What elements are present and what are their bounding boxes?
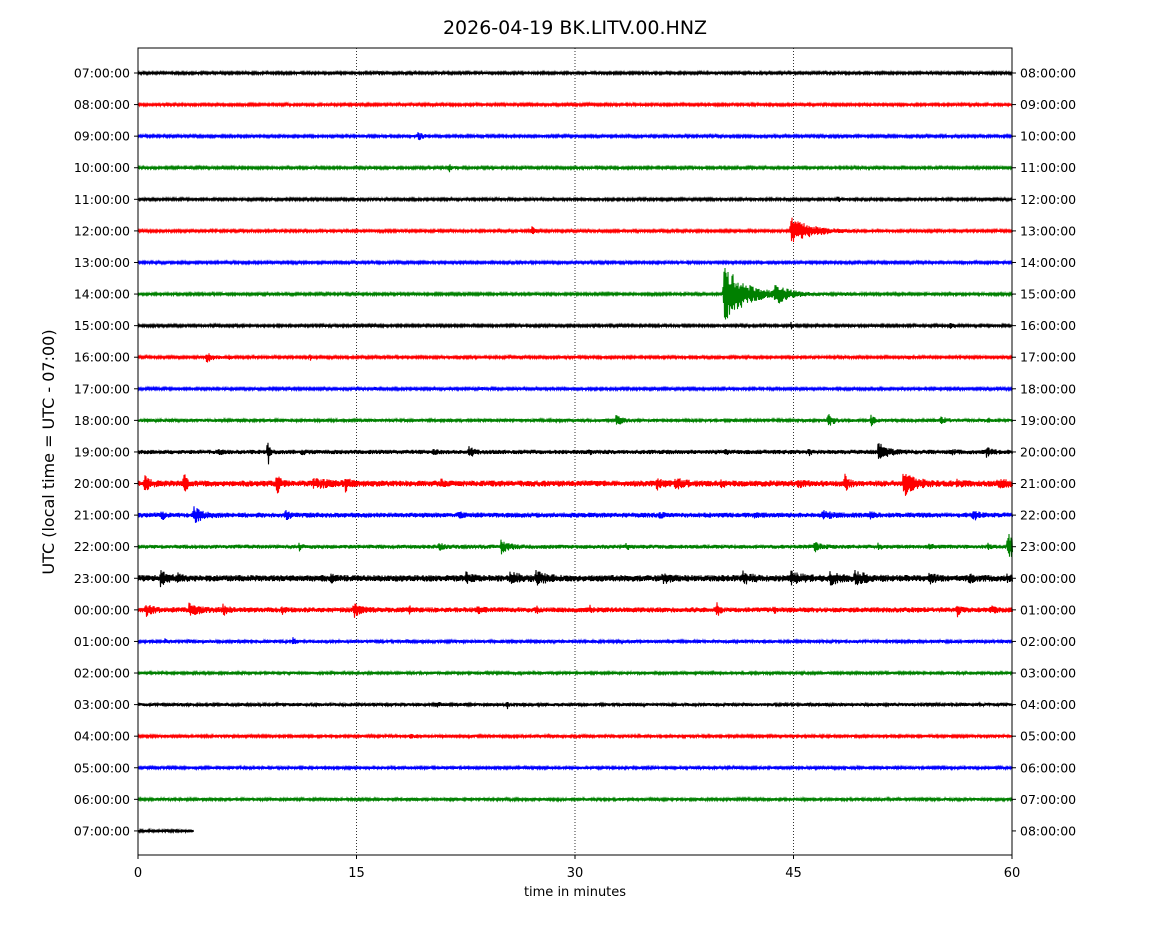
right-time-label: 17:00:00 [1020, 350, 1076, 365]
trace-row-19 [137, 637, 1014, 645]
right-time-label: 00:00:00 [1020, 571, 1076, 586]
y-axis-label: UTC (local time = UTC - 07:00) [39, 329, 58, 574]
trace-row-3 [137, 132, 1014, 141]
left-time-label: 18:00:00 [74, 413, 130, 428]
left-time-label: 21:00:00 [74, 508, 130, 523]
right-time-label: 18:00:00 [1020, 381, 1076, 396]
right-time-label: 23:00:00 [1020, 539, 1076, 554]
trace-row-24 [137, 795, 1014, 803]
right-time-label: 08:00:00 [1020, 66, 1076, 81]
left-time-label: 02:00:00 [74, 666, 130, 681]
left-time-label: 17:00:00 [74, 381, 130, 396]
left-time-label: 06:00:00 [74, 792, 130, 807]
right-time-label: 16:00:00 [1020, 318, 1076, 333]
right-time-label: 04:00:00 [1020, 697, 1076, 712]
x-tick-label: 30 [567, 866, 584, 881]
trace-row-20 [137, 669, 1014, 677]
right-time-label: 05:00:00 [1020, 729, 1076, 744]
trace-row-22 [137, 732, 1014, 740]
right-time-label: 11:00:00 [1020, 160, 1076, 175]
trace-row-23 [137, 764, 1014, 772]
left-time-label: 14:00:00 [74, 287, 130, 302]
x-axis-label: time in minutes [524, 885, 626, 900]
trace-row-17 [137, 569, 1014, 588]
right-time-label: 20:00:00 [1020, 444, 1076, 459]
x-tick-label: 60 [1004, 866, 1021, 881]
right-time-label: 09:00:00 [1020, 97, 1076, 112]
plot-frame [137, 47, 1013, 856]
x-tick-label: 15 [348, 866, 365, 881]
right-time-label: 07:00:00 [1020, 792, 1076, 807]
trace-row-21 [137, 701, 1014, 710]
trace-row-5 [137, 195, 1013, 203]
left-time-label: 03:00:00 [74, 697, 130, 712]
left-time-label: 22:00:00 [74, 539, 130, 554]
x-tick-label: 0 [134, 866, 142, 881]
trace-row-16 [137, 533, 1014, 557]
left-time-label: 16:00:00 [74, 350, 130, 365]
right-time-label: 03:00:00 [1020, 666, 1076, 681]
left-time-labels: 07:00:00 08:00:00 09:00:00 10:00:00 11:00:00… [74, 66, 138, 838]
trace-row-13 [137, 442, 1014, 465]
chart-title: 2026-04-19 BK.LITV.00.HNZ [443, 17, 707, 39]
trace-row-2 [137, 101, 1013, 108]
seismogram-traces [137, 69, 1014, 835]
left-time-label: 23:00:00 [74, 571, 130, 586]
trace-row-18 [137, 602, 1014, 618]
left-time-label: 07:00:00 [74, 66, 130, 81]
left-time-label: 10:00:00 [74, 160, 130, 175]
left-time-label: 19:00:00 [74, 444, 130, 459]
right-time-label: 15:00:00 [1020, 287, 1076, 302]
right-time-label: 06:00:00 [1020, 760, 1076, 775]
vertical-gridlines [356, 48, 794, 855]
trace-row-6 [137, 217, 1014, 243]
trace-row-25 [137, 827, 195, 835]
right-time-label: 08:00:00 [1020, 823, 1076, 838]
right-time-label: 12:00:00 [1020, 192, 1076, 207]
trace-row-10 [137, 353, 1014, 363]
left-time-label: 20:00:00 [74, 476, 130, 491]
right-time-label: 21:00:00 [1020, 476, 1076, 491]
trace-row-12 [137, 414, 1014, 427]
left-time-label: 08:00:00 [74, 97, 130, 112]
left-time-label: 12:00:00 [74, 223, 130, 238]
left-time-label: 09:00:00 [74, 129, 130, 144]
right-time-label: 02:00:00 [1020, 634, 1076, 649]
trace-row-1 [137, 69, 1014, 77]
right-time-label: 10:00:00 [1020, 129, 1076, 144]
x-axis-ticks: 0 15 30 45 60 [134, 855, 1020, 881]
trace-row-11 [137, 385, 1014, 393]
left-time-label: 00:00:00 [74, 602, 130, 617]
right-time-label: 22:00:00 [1020, 508, 1076, 523]
right-time-label: 13:00:00 [1020, 223, 1076, 238]
left-time-label: 04:00:00 [74, 729, 130, 744]
trace-row-8 [137, 267, 1014, 320]
trace-row-7 [137, 259, 1014, 266]
right-time-label: 19:00:00 [1020, 413, 1076, 428]
trace-row-14 [137, 473, 1014, 496]
trace-row-9 [137, 321, 1014, 330]
right-time-label: 14:00:00 [1020, 255, 1076, 270]
right-time-labels: 08:00:00 09:00:00 10:00:00 11:00:00 12:00:00… [1012, 66, 1076, 838]
trace-row-15 [137, 506, 1014, 523]
left-time-label: 11:00:00 [74, 192, 130, 207]
left-time-label: 07:00:00 [74, 823, 130, 838]
x-tick-label: 45 [785, 866, 802, 881]
left-time-label: 05:00:00 [74, 760, 130, 775]
right-time-label: 01:00:00 [1020, 602, 1076, 617]
left-time-label: 15:00:00 [74, 318, 130, 333]
trace-row-4 [137, 164, 1014, 173]
left-time-label: 01:00:00 [74, 634, 130, 649]
left-time-label: 13:00:00 [74, 255, 130, 270]
